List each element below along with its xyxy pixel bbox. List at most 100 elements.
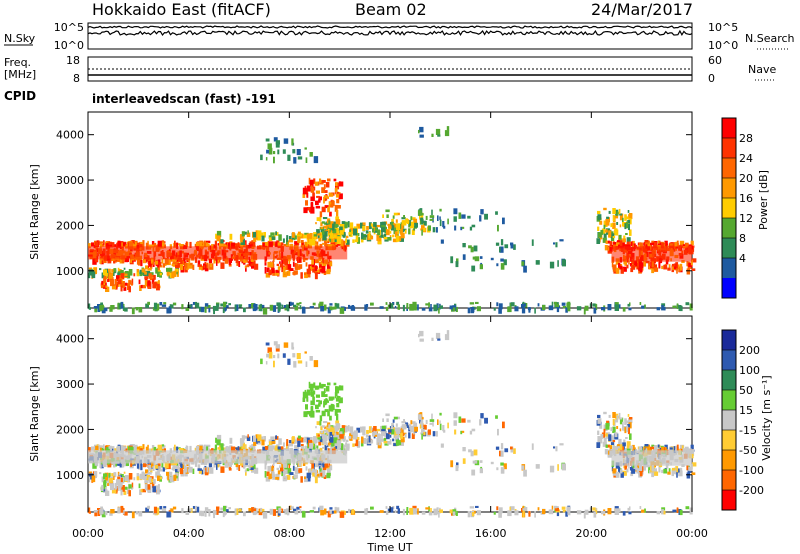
velocity-cell (219, 443, 221, 450)
velocity-cell (162, 467, 165, 472)
velocity-cell (363, 439, 368, 442)
power-cell (113, 268, 117, 272)
velocity-cell (117, 445, 120, 452)
power-cell (439, 219, 442, 227)
date-label: 24/Mar/2017 (591, 0, 693, 19)
velocity-cell (555, 446, 558, 452)
power-cell (639, 302, 642, 305)
power-cell (140, 259, 143, 267)
velocity-cell (644, 508, 646, 513)
velocity-cell (493, 511, 496, 515)
velocity-cell (689, 507, 693, 515)
velocity-cell (254, 467, 259, 474)
power-cell (100, 302, 103, 306)
velocity-cell (618, 412, 621, 419)
velocity-cell (103, 444, 105, 449)
power-cell (120, 270, 124, 274)
velocity-cell (110, 509, 115, 514)
power-cell (186, 258, 191, 261)
power-cell (298, 257, 302, 263)
power-cell (672, 305, 677, 309)
velocity-cell (297, 440, 301, 447)
velocity-cell (94, 462, 99, 466)
velocity-cell (114, 482, 117, 490)
velocity-cell (284, 511, 288, 515)
power-cell (108, 269, 111, 276)
power-cell (625, 233, 628, 235)
power-cell (462, 243, 466, 248)
power-cell (153, 302, 158, 310)
power-cell (453, 216, 457, 222)
power-cell (300, 244, 303, 248)
power-cell (328, 222, 333, 228)
power-cell (105, 286, 110, 292)
velocity-cell (322, 438, 327, 445)
velocity-cell (657, 446, 662, 451)
power-cell (663, 306, 666, 311)
power-cell (144, 271, 147, 275)
power-cell (339, 181, 341, 186)
power-cell (131, 307, 135, 315)
velocity-cell (360, 426, 363, 433)
velocity-cell (431, 413, 433, 420)
velocity-cell (103, 473, 107, 480)
power-cell (606, 228, 610, 235)
velocity-cell (140, 488, 143, 493)
power-cell (314, 237, 317, 240)
velocity-cell (626, 420, 629, 424)
velocity-cell (216, 434, 222, 442)
power-cell (619, 240, 623, 246)
velocity-cell (333, 438, 337, 442)
velocity-cell (681, 445, 684, 450)
velocity-cell (204, 510, 207, 517)
power-cell (685, 302, 690, 306)
power-cell (396, 301, 400, 306)
velocity-cell (597, 436, 602, 442)
power-cell (99, 258, 102, 264)
power-cell (389, 235, 392, 239)
power-cell (311, 259, 314, 265)
power-cell (258, 305, 262, 309)
power-cell (406, 221, 409, 224)
power-cell (204, 306, 207, 313)
velocity-cell (156, 474, 161, 477)
power-cell (319, 178, 322, 184)
power-cell (479, 264, 483, 270)
velocity-cell (200, 510, 205, 517)
velocity-cell (387, 427, 391, 430)
velocity-cell (101, 484, 104, 489)
velocity-cell (304, 476, 306, 479)
velocity-cell (94, 511, 98, 517)
velocity-cell (139, 475, 142, 479)
velocity-cell (453, 412, 458, 419)
power-cell (469, 226, 473, 231)
power-cell (324, 241, 327, 247)
velocity-cell (309, 469, 314, 475)
power-cell (428, 307, 433, 312)
power-cell (437, 134, 441, 137)
power-cell (498, 307, 502, 314)
y-tick-label: 3000 (56, 378, 84, 391)
power-cell (661, 303, 666, 307)
velocity-cell (403, 419, 405, 423)
power-cell (622, 307, 626, 312)
velocity-cell (118, 507, 122, 513)
velocity-cell (362, 426, 366, 431)
velocity-cell (479, 468, 483, 474)
colorbar-swatch (722, 390, 736, 411)
power-cell (92, 257, 97, 265)
power-cell (339, 193, 343, 200)
velocity-cell (318, 404, 320, 407)
power-cell (322, 242, 325, 245)
power-cell (320, 306, 325, 312)
power-cell (614, 304, 619, 311)
power-cell (419, 134, 424, 138)
power-cell (91, 271, 96, 279)
power-cell (531, 239, 534, 246)
velocity-cell (119, 479, 122, 485)
power-cell (504, 244, 509, 249)
velocity-cell (391, 422, 394, 426)
velocity-cell (339, 434, 344, 439)
x-tick-label: 12:00 (374, 527, 406, 540)
power-cell (141, 268, 145, 274)
